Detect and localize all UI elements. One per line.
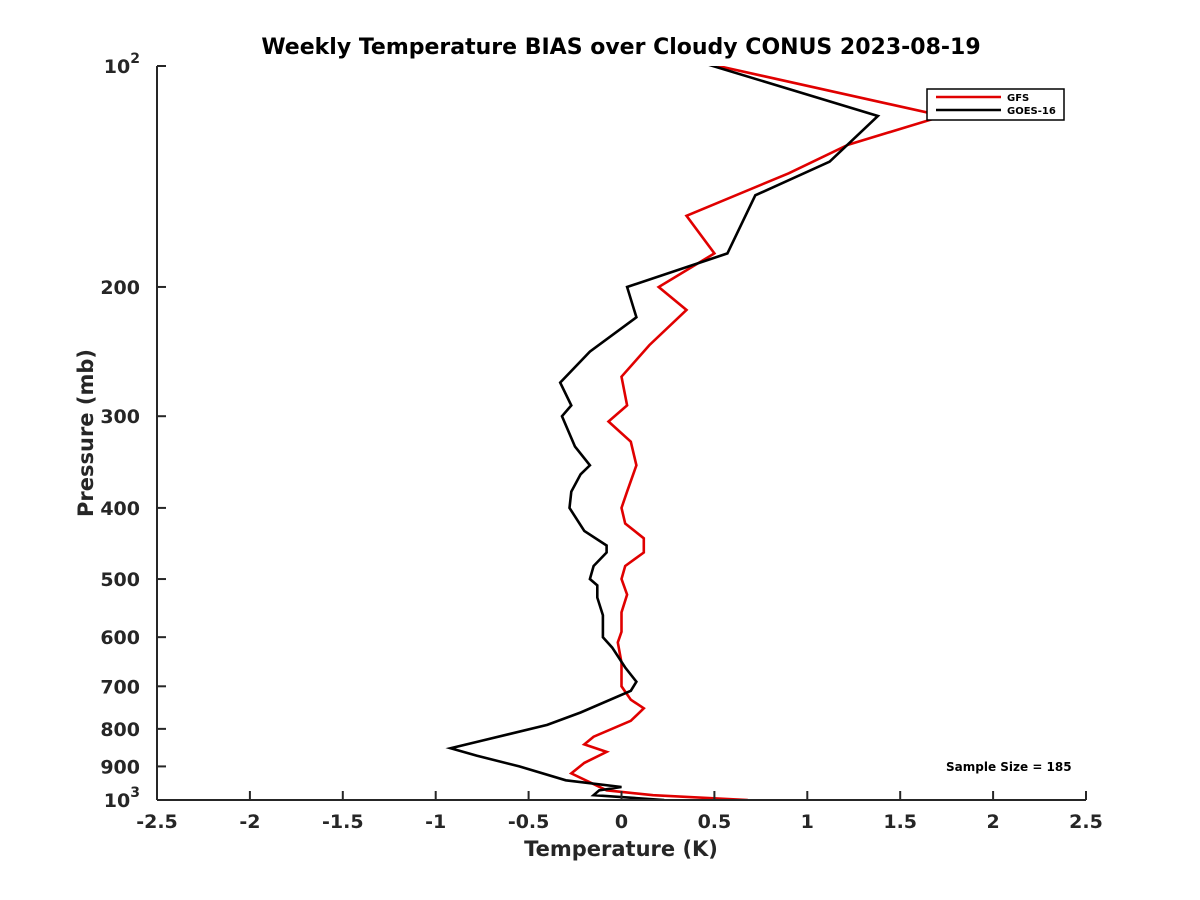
x-tick-label: 0 [615,811,628,833]
legend-box [926,88,1065,121]
sample-size-annotation: Sample Size = 185 [946,760,1072,774]
x-tick-label: -1.5 [322,811,364,833]
x-tick-label: -2 [239,811,260,833]
y-tick-label: 103 [104,785,140,812]
y-tick-label: 800 [100,719,140,741]
y-axis-label: Pressure (mb) [74,349,98,517]
y-tick-label: 700 [100,676,140,698]
y-tick-label: 102 [104,51,140,78]
x-tick-label: 1 [801,811,814,833]
chart-title: Weekly Temperature BIAS over Cloudy CONU… [261,35,980,60]
x-tick-label: -2.5 [136,811,178,833]
x-tick-label: -1 [425,811,446,833]
legend: GFS GOES-16 [926,88,1065,121]
y-tick-label: 200 [100,277,140,299]
legend-label-goes16: GOES-16 [1007,106,1056,117]
y-tick-label: 500 [100,569,140,591]
x-tick-label: 1.5 [883,811,917,833]
y-tick-base: 10 [104,790,130,812]
x-tick-label: 2.5 [1069,811,1103,833]
y-tick-label: 300 [100,406,140,428]
series-line-gfs [568,66,949,800]
y-tick-exponent: 2 [130,51,140,67]
y-tick-label: 900 [100,756,140,778]
y-tick-exponent: 3 [130,785,140,801]
y-tick-base: 10 [104,56,130,78]
x-tick-label: 0.5 [698,811,732,833]
x-tick-label: 2 [986,811,999,833]
x-ticks: -2.5 -2 -1.5 -1 -0.5 0 0.5 1 1.5 2 2.5 [136,791,1103,833]
series-layer [445,66,949,800]
x-axis-label: Temperature (K) [524,837,718,861]
y-tick-label: 400 [100,498,140,520]
y-tick-label: 600 [100,627,140,649]
legend-label-gfs: GFS [1007,93,1029,104]
x-tick-label: -0.5 [508,811,550,833]
series-line-goes16 [445,66,881,800]
